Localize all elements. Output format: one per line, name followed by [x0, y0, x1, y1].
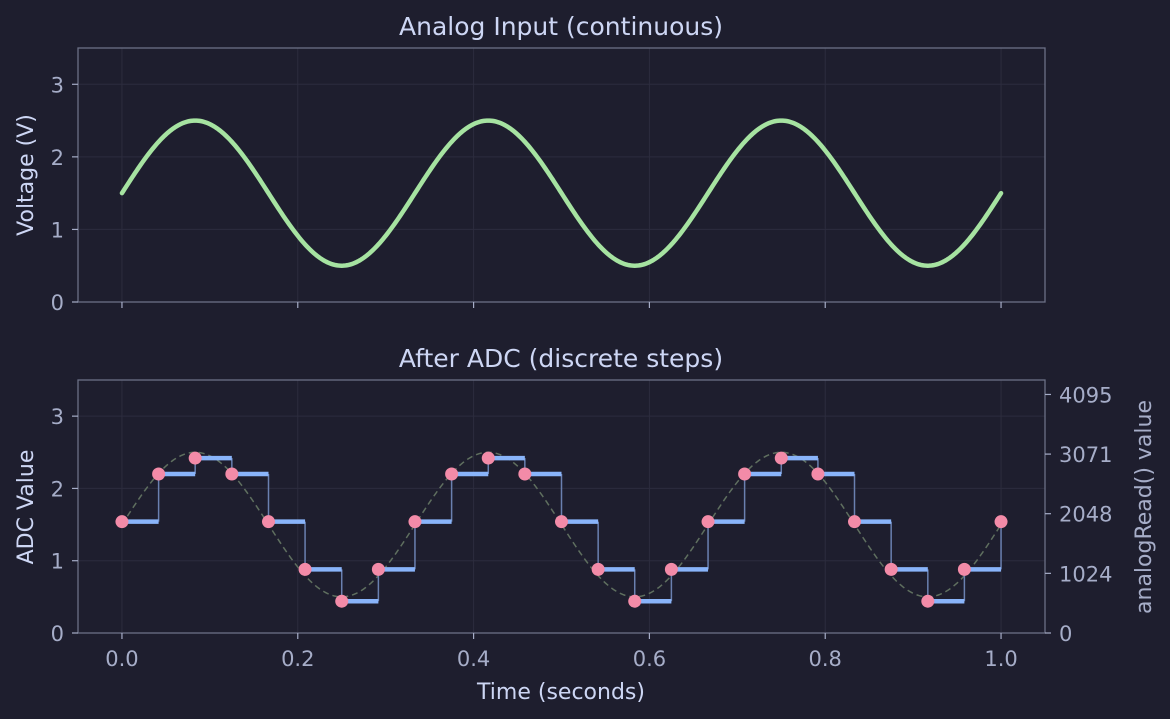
right-y-axis-label: analogRead() value [1132, 400, 1157, 614]
right-y-tick-label: 4095 [1059, 383, 1112, 407]
sample-point [738, 467, 752, 481]
sample-point [848, 515, 862, 529]
sample-point [371, 562, 385, 576]
analog-signal-line [119, 118, 1004, 268]
sample-point [481, 451, 495, 465]
sample-point [994, 515, 1008, 529]
bottom-chart-title: After ADC (discrete steps) [399, 344, 723, 373]
x-tick-label: 0.4 [457, 647, 490, 671]
sample-point [261, 515, 275, 529]
sample-point [664, 562, 678, 576]
sample-point [628, 594, 642, 608]
bottom-y-tick-label: 3 [51, 405, 64, 429]
x-tick-label: 0.6 [633, 647, 666, 671]
top-chart-title: Analog Input (continuous) [399, 12, 723, 41]
top-y-tick-label: 2 [51, 146, 64, 170]
top-axes-frame [77, 47, 1046, 303]
bottom-y-tick-label: 2 [51, 477, 64, 501]
sample-point [701, 515, 715, 529]
sample-point [152, 467, 166, 481]
sample-point [298, 562, 312, 576]
right-y-tick-label: 2048 [1059, 503, 1112, 527]
top-y-tick-label: 3 [51, 73, 64, 97]
top-y-tick-label: 1 [51, 218, 64, 242]
sample-point [811, 467, 825, 481]
x-tick-label: 0.0 [105, 647, 138, 671]
bottom-y-tick-label: 1 [51, 550, 64, 574]
sample-point [774, 451, 788, 465]
sample-point [555, 515, 568, 529]
sample-point [408, 515, 422, 529]
top-y-tick-label: 0 [51, 291, 64, 315]
sample-point [884, 562, 898, 576]
x-tick-label: 0.8 [809, 647, 842, 671]
right-y-tick-label: 3071 [1059, 443, 1112, 467]
sample-point [921, 594, 935, 608]
sample-point [188, 451, 202, 465]
sample-point [518, 467, 532, 481]
right-y-tick-label: 0 [1059, 622, 1072, 646]
bottom-y-tick-label: 0 [51, 622, 64, 646]
right-y-tick-label: 1024 [1059, 562, 1112, 586]
sample-point [591, 562, 605, 576]
sample-point [957, 562, 971, 576]
sample-point [115, 515, 129, 529]
bottom-y-axis-label: ADC Value [14, 450, 39, 565]
sample-point [335, 594, 349, 608]
x-axis-label: Time (seconds) [476, 680, 645, 705]
x-tick-label: 1.0 [984, 647, 1017, 671]
top-y-axis-label: Voltage (V) [14, 114, 39, 236]
bottom-axes-frame [77, 379, 1046, 634]
sample-point [445, 467, 459, 481]
x-tick-label: 0.2 [281, 647, 314, 671]
sample-point [225, 467, 239, 481]
